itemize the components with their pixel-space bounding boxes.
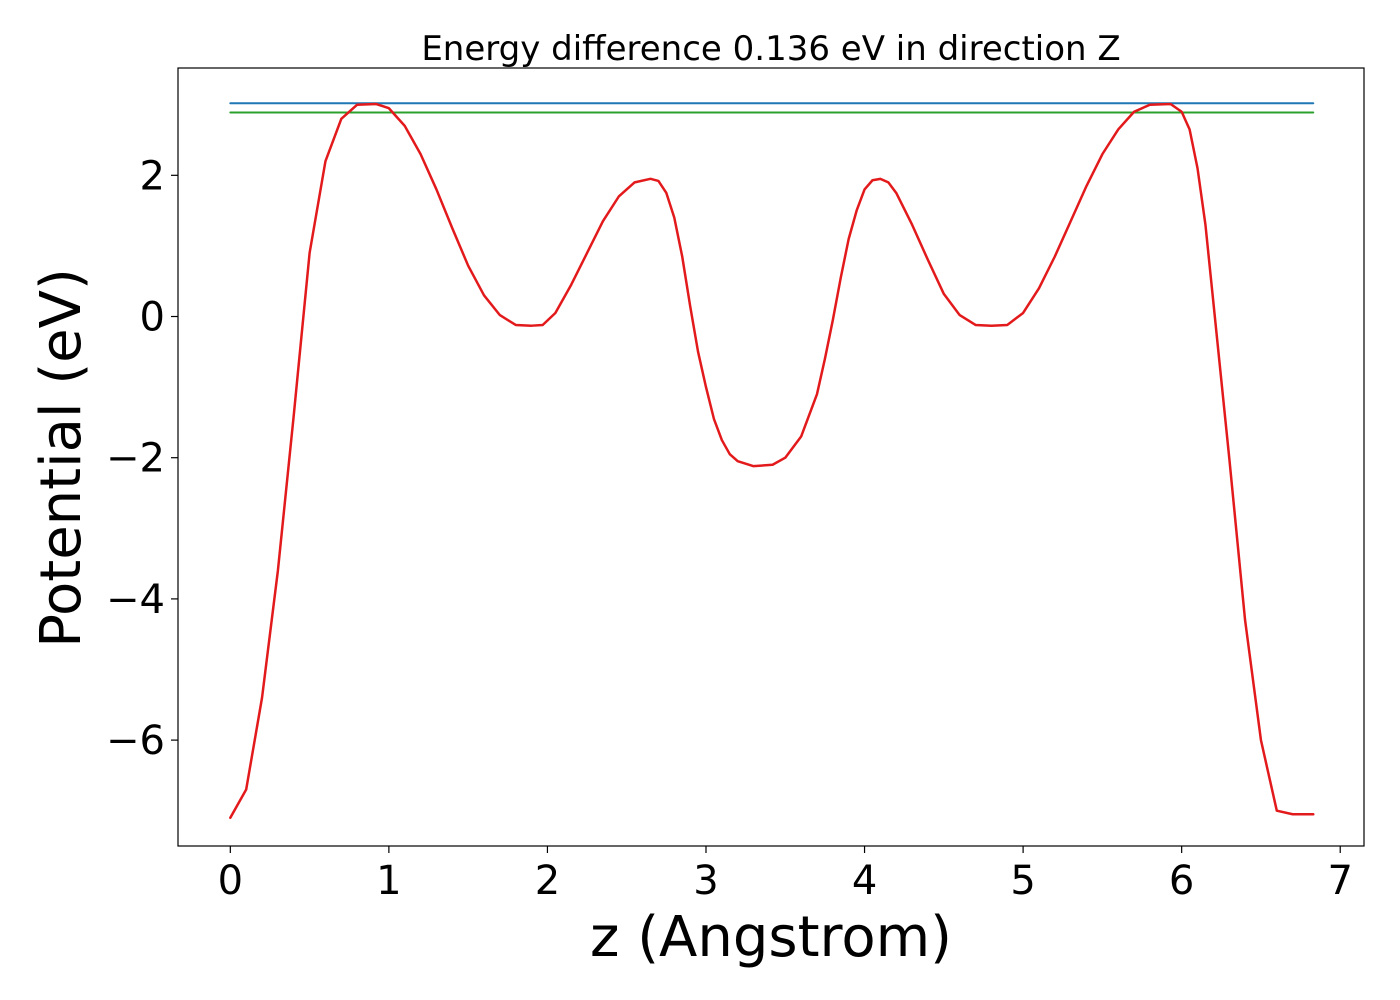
- x-tick-label: 5: [1010, 858, 1035, 904]
- y-axis-ticks: 2 0 −2 −4 −6: [106, 153, 178, 764]
- y-tick-label: −4: [106, 577, 165, 623]
- y-tick-label: 0: [140, 295, 165, 341]
- chart-title: Energy difference 0.136 eV in direction …: [421, 29, 1120, 69]
- x-tick-label: 6: [1169, 858, 1194, 904]
- x-tick-label: 7: [1327, 858, 1352, 904]
- x-tick-label: 1: [376, 858, 401, 904]
- x-tick-label: 0: [218, 858, 243, 904]
- axes-frame: [177, 67, 1365, 847]
- y-axis-label: Potential (eV): [29, 268, 94, 648]
- y-tick-label: −2: [106, 436, 165, 482]
- x-axis-label: z (Angstrom): [590, 905, 952, 970]
- series-line-3: [229, 102, 1315, 820]
- x-tick-label: 3: [693, 858, 718, 904]
- y-tick-label: −6: [106, 718, 165, 764]
- plot-area: [177, 67, 1365, 847]
- y-tick-label: 2: [140, 153, 165, 199]
- x-tick-label: 4: [852, 858, 877, 904]
- x-axis-ticks: 0 1 2 3 4 5 6 7: [218, 846, 1353, 904]
- x-tick-label: 2: [535, 858, 560, 904]
